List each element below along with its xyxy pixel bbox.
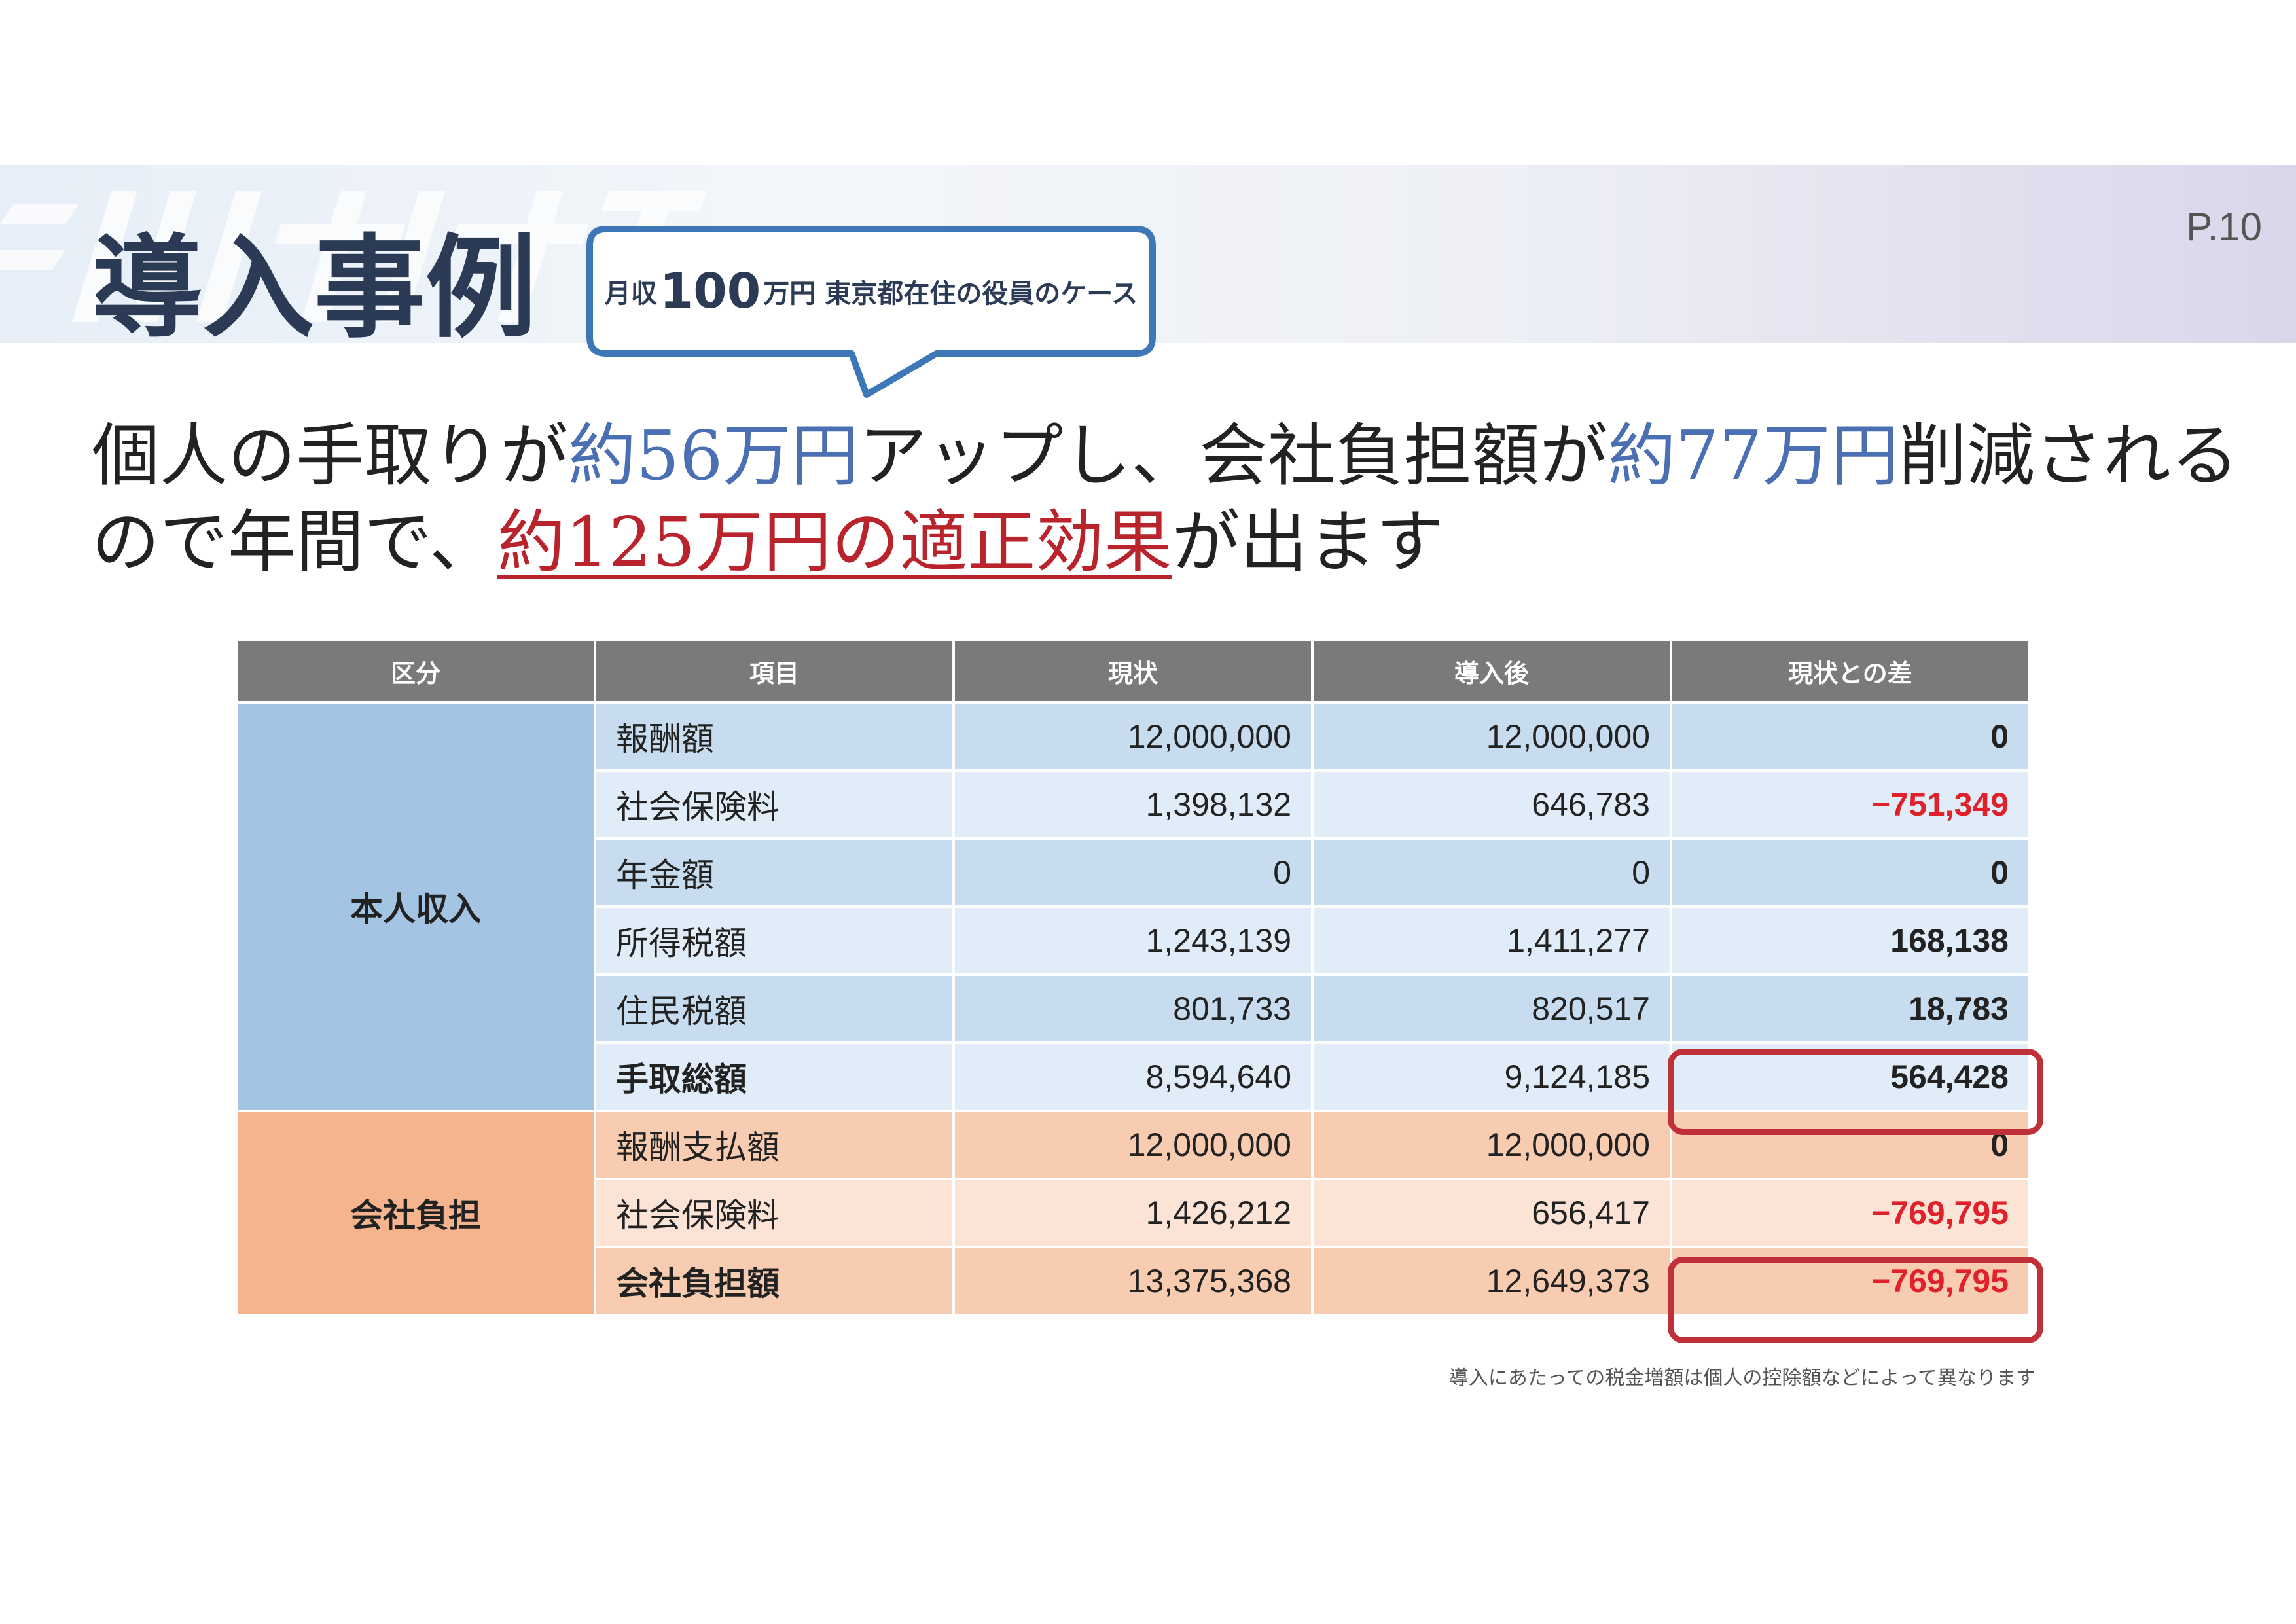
row-item: 年金額 <box>594 837 955 908</box>
category-company-burden: 会社負担 <box>235 1110 596 1316</box>
row-current: 1,426,212 <box>952 1178 1314 1248</box>
header-category: 区分 <box>235 638 596 704</box>
speech-bubble <box>586 226 1156 398</box>
row-current: 0 <box>952 837 1314 908</box>
headline-text-3: 削減されるので年間で、 <box>92 416 2239 582</box>
table-header-row: 区分 項目 現状 導入後 現状との差 <box>235 638 2031 704</box>
page-title: 導入事例 <box>92 223 537 353</box>
case-description: 月収 100 万円 東京都在住の役員のケース <box>586 226 1156 357</box>
headline-text-2: アップし、会社負担額が <box>859 416 1608 496</box>
row-item: 会社負担額 <box>594 1246 955 1316</box>
row-item: 報酬額 <box>594 701 955 772</box>
row-diff: −769,795 <box>1670 1178 2031 1248</box>
row-diff: 0 <box>1670 701 2031 772</box>
headline-highlight-effect: 約125万円の適正効果 <box>497 502 1172 582</box>
comparison-table: 区分 項目 現状 導入後 現状との差 本人収入 報酬額 12,000,000 1… <box>235 638 2031 1316</box>
row-diff: 0 <box>1670 1110 2031 1180</box>
row-diff: 0 <box>1670 837 2031 908</box>
header-after: 導入後 <box>1311 638 1672 704</box>
row-current: 801,733 <box>952 973 1314 1044</box>
header-current: 現状 <box>952 638 1314 704</box>
row-after: 12,649,373 <box>1311 1246 1672 1316</box>
headline-text-4: が出ます <box>1172 502 1444 582</box>
row-after: 9,124,185 <box>1311 1041 1672 1112</box>
row-item: 手取総額 <box>594 1041 955 1112</box>
row-current: 13,375,368 <box>952 1246 1314 1316</box>
row-diff: 18,783 <box>1670 973 2031 1044</box>
row-item: 社会保険料 <box>594 769 955 840</box>
row-current: 12,000,000 <box>952 1110 1314 1180</box>
row-after: 0 <box>1311 837 1672 908</box>
headline-highlight-company: 約77万円 <box>1607 416 1899 496</box>
bubble-pre: 月収 <box>604 279 657 309</box>
row-current: 1,398,132 <box>952 769 1314 840</box>
row-item: 報酬支払額 <box>594 1110 955 1180</box>
headline-summary: 個人の手取りが約56万円アップし、会社負担額が約77万円削減されるので年間で、約… <box>92 412 2251 585</box>
highlight-company-diff <box>1668 1257 2043 1343</box>
page-number: P.10 <box>2186 205 2262 249</box>
row-current: 1,243,139 <box>952 905 1314 976</box>
row-item: 住民税額 <box>594 973 955 1044</box>
highlight-takehome-diff <box>1668 1049 2043 1135</box>
footnote: 導入にあたっての税金増額は個人の控除額などによって異なります <box>1448 1367 2036 1390</box>
header-item: 項目 <box>594 638 955 704</box>
row-after: 1,411,277 <box>1311 905 1672 976</box>
headline-highlight-takehome: 約56万円 <box>568 416 859 496</box>
row-diff: −751,349 <box>1670 769 2031 840</box>
row-after: 12,000,000 <box>1311 701 1672 772</box>
table-row: 本人収入 報酬額 12,000,000 12,000,000 0 <box>235 701 2031 1112</box>
row-item: 所得税額 <box>594 905 955 976</box>
row-after: 656,417 <box>1311 1178 1672 1248</box>
row-after: 12,000,000 <box>1311 1110 1672 1180</box>
row-current: 8,594,640 <box>952 1041 1314 1112</box>
row-current: 12,000,000 <box>952 701 1314 772</box>
row-after: 646,783 <box>1311 769 1672 840</box>
bubble-post: 万円 東京都在住の役員のケース <box>763 279 1138 309</box>
row-after: 820,517 <box>1311 973 1672 1044</box>
table-row: 会社負担 報酬支払額 12,000,000 12,000,000 0 <box>235 1110 2031 1316</box>
table-row: 社会保険料 1,398,132 646,783 −751,349 <box>236 769 2031 840</box>
bubble-amount: 100 <box>659 263 761 319</box>
row-diff: 168,138 <box>1670 905 2031 976</box>
category-personal-income: 本人収入 <box>235 701 596 1112</box>
row-item: 社会保険料 <box>594 1178 955 1248</box>
headline-text-1: 個人の手取りが <box>92 416 569 496</box>
header-difference: 現状との差 <box>1670 638 2031 704</box>
